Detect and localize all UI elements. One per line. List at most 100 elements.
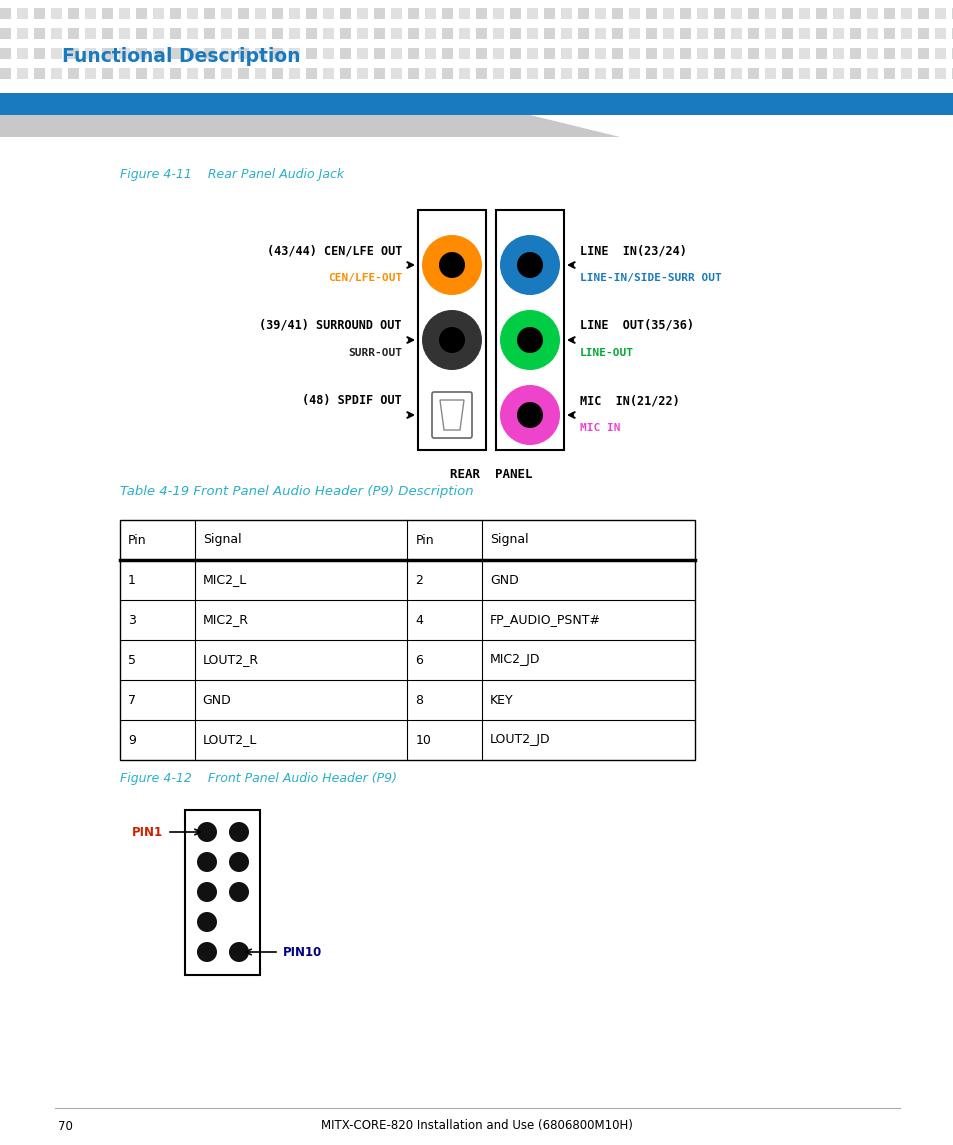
Circle shape	[517, 402, 542, 428]
Text: Pin: Pin	[128, 534, 147, 546]
Bar	[221, 27, 232, 39]
Bar	[187, 8, 198, 19]
Text: GND: GND	[490, 574, 518, 586]
Circle shape	[421, 310, 481, 370]
Bar	[560, 27, 572, 39]
Bar	[510, 48, 520, 60]
Bar	[374, 27, 385, 39]
Bar	[578, 27, 588, 39]
Text: FP_AUDIO_PSNT#: FP_AUDIO_PSNT#	[490, 614, 600, 626]
Bar	[510, 8, 520, 19]
Bar	[612, 27, 622, 39]
Circle shape	[229, 822, 249, 842]
Circle shape	[517, 327, 542, 353]
Bar	[781, 8, 792, 19]
Bar	[424, 8, 436, 19]
Bar	[221, 48, 232, 60]
Bar	[306, 48, 316, 60]
Bar	[323, 68, 334, 79]
Text: Figure 4-12    Front Panel Audio Header (P9): Figure 4-12 Front Panel Audio Header (P9…	[120, 772, 396, 785]
Bar	[781, 48, 792, 60]
Bar	[496, 210, 563, 450]
Text: 10: 10	[416, 734, 431, 747]
Bar	[476, 27, 486, 39]
Bar	[510, 27, 520, 39]
Text: MITX-CORE-820 Installation and Use (6806800M10H): MITX-CORE-820 Installation and Use (6806…	[321, 1120, 632, 1132]
Bar	[120, 520, 695, 760]
Bar	[849, 68, 861, 79]
Bar	[645, 68, 657, 79]
Bar	[747, 8, 759, 19]
Text: Figure 4-11    Rear Panel Audio Jack: Figure 4-11 Rear Panel Audio Jack	[120, 168, 344, 181]
Circle shape	[229, 882, 249, 902]
Text: Signal: Signal	[203, 534, 241, 546]
Bar	[951, 68, 953, 79]
Bar	[543, 48, 555, 60]
Circle shape	[196, 852, 216, 872]
Bar	[136, 48, 147, 60]
Bar	[832, 27, 843, 39]
Bar	[34, 27, 45, 39]
Bar	[289, 68, 299, 79]
Bar	[272, 8, 283, 19]
Bar	[951, 8, 953, 19]
Bar	[815, 68, 826, 79]
Circle shape	[196, 942, 216, 962]
Bar	[254, 27, 266, 39]
Bar	[391, 8, 401, 19]
Bar	[85, 68, 96, 79]
Bar	[441, 27, 453, 39]
Bar	[68, 8, 79, 19]
Bar	[543, 8, 555, 19]
Bar	[356, 68, 368, 79]
Bar	[391, 48, 401, 60]
Bar	[645, 48, 657, 60]
Bar	[221, 68, 232, 79]
Bar	[0, 27, 11, 39]
Text: PIN1: PIN1	[132, 826, 163, 838]
Bar	[510, 68, 520, 79]
Bar	[612, 8, 622, 19]
Bar	[102, 27, 112, 39]
Bar	[595, 8, 605, 19]
Bar	[187, 68, 198, 79]
Bar	[85, 27, 96, 39]
Bar	[578, 48, 588, 60]
Bar	[764, 68, 775, 79]
Bar	[119, 8, 130, 19]
Bar	[560, 48, 572, 60]
Circle shape	[517, 252, 542, 278]
Bar	[679, 48, 690, 60]
Bar	[595, 68, 605, 79]
Text: KEY: KEY	[490, 694, 514, 706]
Bar	[204, 68, 214, 79]
Bar	[764, 48, 775, 60]
Bar	[17, 8, 28, 19]
Bar	[883, 68, 894, 79]
Text: LINE-OUT: LINE-OUT	[579, 348, 634, 358]
Bar	[900, 8, 911, 19]
Bar	[34, 8, 45, 19]
Text: MIC2_L: MIC2_L	[203, 574, 247, 586]
Bar	[951, 48, 953, 60]
Bar	[51, 68, 62, 79]
Polygon shape	[0, 114, 619, 137]
Text: MIC IN: MIC IN	[579, 423, 619, 433]
Text: 4: 4	[416, 614, 423, 626]
Bar	[730, 48, 741, 60]
Bar	[849, 27, 861, 39]
Bar	[187, 27, 198, 39]
Bar	[934, 48, 945, 60]
Text: (39/41) SURROUND OUT: (39/41) SURROUND OUT	[259, 319, 401, 332]
Text: Functional Description: Functional Description	[62, 47, 300, 66]
Bar	[339, 8, 351, 19]
Text: GND: GND	[203, 694, 232, 706]
Bar	[458, 68, 470, 79]
Bar	[730, 27, 741, 39]
Bar	[747, 68, 759, 79]
Text: LOUT2_R: LOUT2_R	[203, 654, 258, 666]
Bar	[900, 68, 911, 79]
Circle shape	[196, 882, 216, 902]
Bar	[221, 8, 232, 19]
Bar	[152, 27, 164, 39]
